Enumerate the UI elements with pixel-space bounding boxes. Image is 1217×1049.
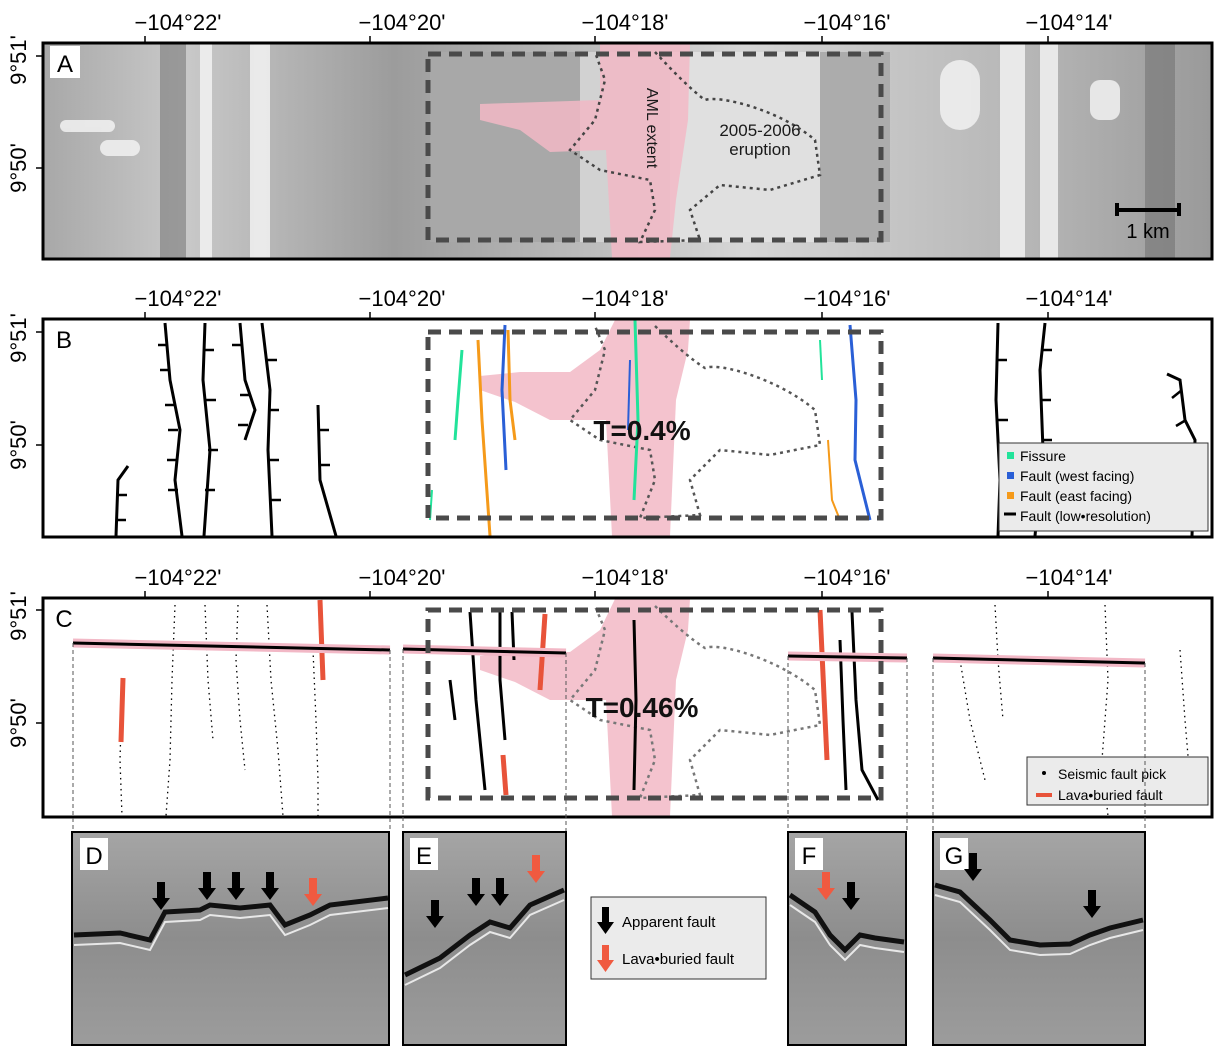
panel-a-letter-box — [50, 46, 80, 78]
panel-a-letter: A — [57, 51, 73, 78]
lat-tick: 9°50' — [6, 143, 31, 193]
panel-b: T=0.4% B Fissure Fault (west facing) Fau… — [50, 320, 1209, 536]
panel-c: T=0.46% C Seismic fault pick Lava•buried… — [50, 599, 1209, 816]
scale-label: 1 km — [1126, 221, 1169, 243]
t-label: T=0.4% — [593, 415, 690, 446]
legend-lava-buried-fault: Lava•buried fault — [622, 951, 735, 968]
lon-tick: −104°22' — [134, 565, 221, 590]
east-fault-swatch — [1007, 492, 1014, 499]
apparent-fault-arrow — [597, 907, 614, 934]
panel-c-frame — [41, 596, 1214, 819]
legend-item-fissure: Fissure — [1020, 448, 1066, 464]
eruption-label-line2: eruption — [729, 140, 790, 159]
arrow-legend: Apparent fault Lava•buried fault — [590, 896, 767, 980]
lon-tick: −104°20' — [358, 565, 445, 590]
fissure-swatch — [1007, 452, 1014, 459]
eruption-outline — [568, 51, 822, 244]
lon-tick: −104°18' — [581, 565, 668, 590]
lava-buried-faults — [118, 599, 830, 796]
aml-extent-area — [480, 44, 690, 258]
profile-g-letter: G — [945, 843, 964, 870]
lon-tick: −104°20' — [358, 286, 445, 311]
profile-d: D — [71, 831, 390, 1046]
lon-tick: −104°14' — [1025, 286, 1112, 311]
lat-tick: 9°50' — [6, 420, 31, 470]
profile-f: F — [787, 831, 907, 1046]
lon-tick: −104°16' — [803, 286, 890, 311]
lon-tick: −104°20' — [358, 10, 445, 35]
legend-item-west-fault: Fault (west facing) — [1020, 468, 1134, 484]
lon-tick: −104°14' — [1025, 10, 1112, 35]
lat-tick: 9°50' — [6, 698, 31, 748]
legend-b: Fissure Fault (west facing) Fault (east … — [998, 442, 1209, 532]
panel-b-letter-box — [50, 322, 78, 354]
panel-b-frame — [41, 317, 1214, 539]
scale-bar: 1 km — [1115, 203, 1181, 243]
lat-tick: 9°51' — [6, 313, 31, 363]
profile-f-letter: F — [802, 843, 817, 870]
lon-tick: −104°22' — [134, 10, 221, 35]
legend-item-seismic-pick: Seismic fault pick — [1058, 766, 1167, 782]
lat-tick: 9°51' — [6, 35, 31, 85]
axes — [36, 36, 1049, 724]
panel-b-letter: B — [56, 327, 72, 354]
lon-tick: −104°16' — [803, 565, 890, 590]
aml-label: AML extent — [643, 88, 660, 169]
t-label: T=0.46% — [586, 692, 699, 723]
profile-d-letter: D — [85, 843, 102, 870]
profile-e-letter: E — [416, 843, 432, 870]
seismic-pick-swatch — [1042, 771, 1046, 775]
lon-tick: −104°18' — [581, 10, 668, 35]
eruption-label-line1: 2005-2006 — [719, 121, 800, 140]
west-fault-swatch — [1007, 472, 1014, 479]
bathymetry-ridges — [60, 44, 1120, 258]
panel-a-frame — [41, 41, 1214, 261]
profile-connectors — [72, 643, 1146, 832]
legend-apparent-fault: Apparent fault — [622, 914, 716, 931]
lon-tick: −104°14' — [1025, 565, 1112, 590]
high-res-faults — [429, 320, 872, 536]
lon-tick: −104°22' — [134, 286, 221, 311]
lon-tick: −104°16' — [803, 10, 890, 35]
panel-a: AML extent 2005-2006 eruption A 1 km — [44, 44, 1211, 258]
profile-e: E — [402, 831, 567, 1046]
legend-item-lava-buried: Lava•buried fault — [1058, 787, 1163, 803]
legend-item-east-fault: Fault (east facing) — [1020, 488, 1132, 504]
study-area-box — [425, 329, 884, 521]
panel-c-letter: C — [55, 606, 72, 633]
study-area-box — [425, 51, 884, 243]
lon-tick: −104°18' — [581, 286, 668, 311]
legend-c: Seismic fault pick Lava•buried fault — [1026, 756, 1209, 806]
lava-buried-arrow — [597, 945, 614, 972]
panel-c-letter-box — [50, 601, 78, 633]
lat-tick: 9°51' — [6, 591, 31, 641]
study-area-box — [425, 607, 884, 801]
profile-g: G — [932, 831, 1146, 1046]
legend-item-low-res-fault: Fault (low•resolution) — [1020, 508, 1151, 524]
